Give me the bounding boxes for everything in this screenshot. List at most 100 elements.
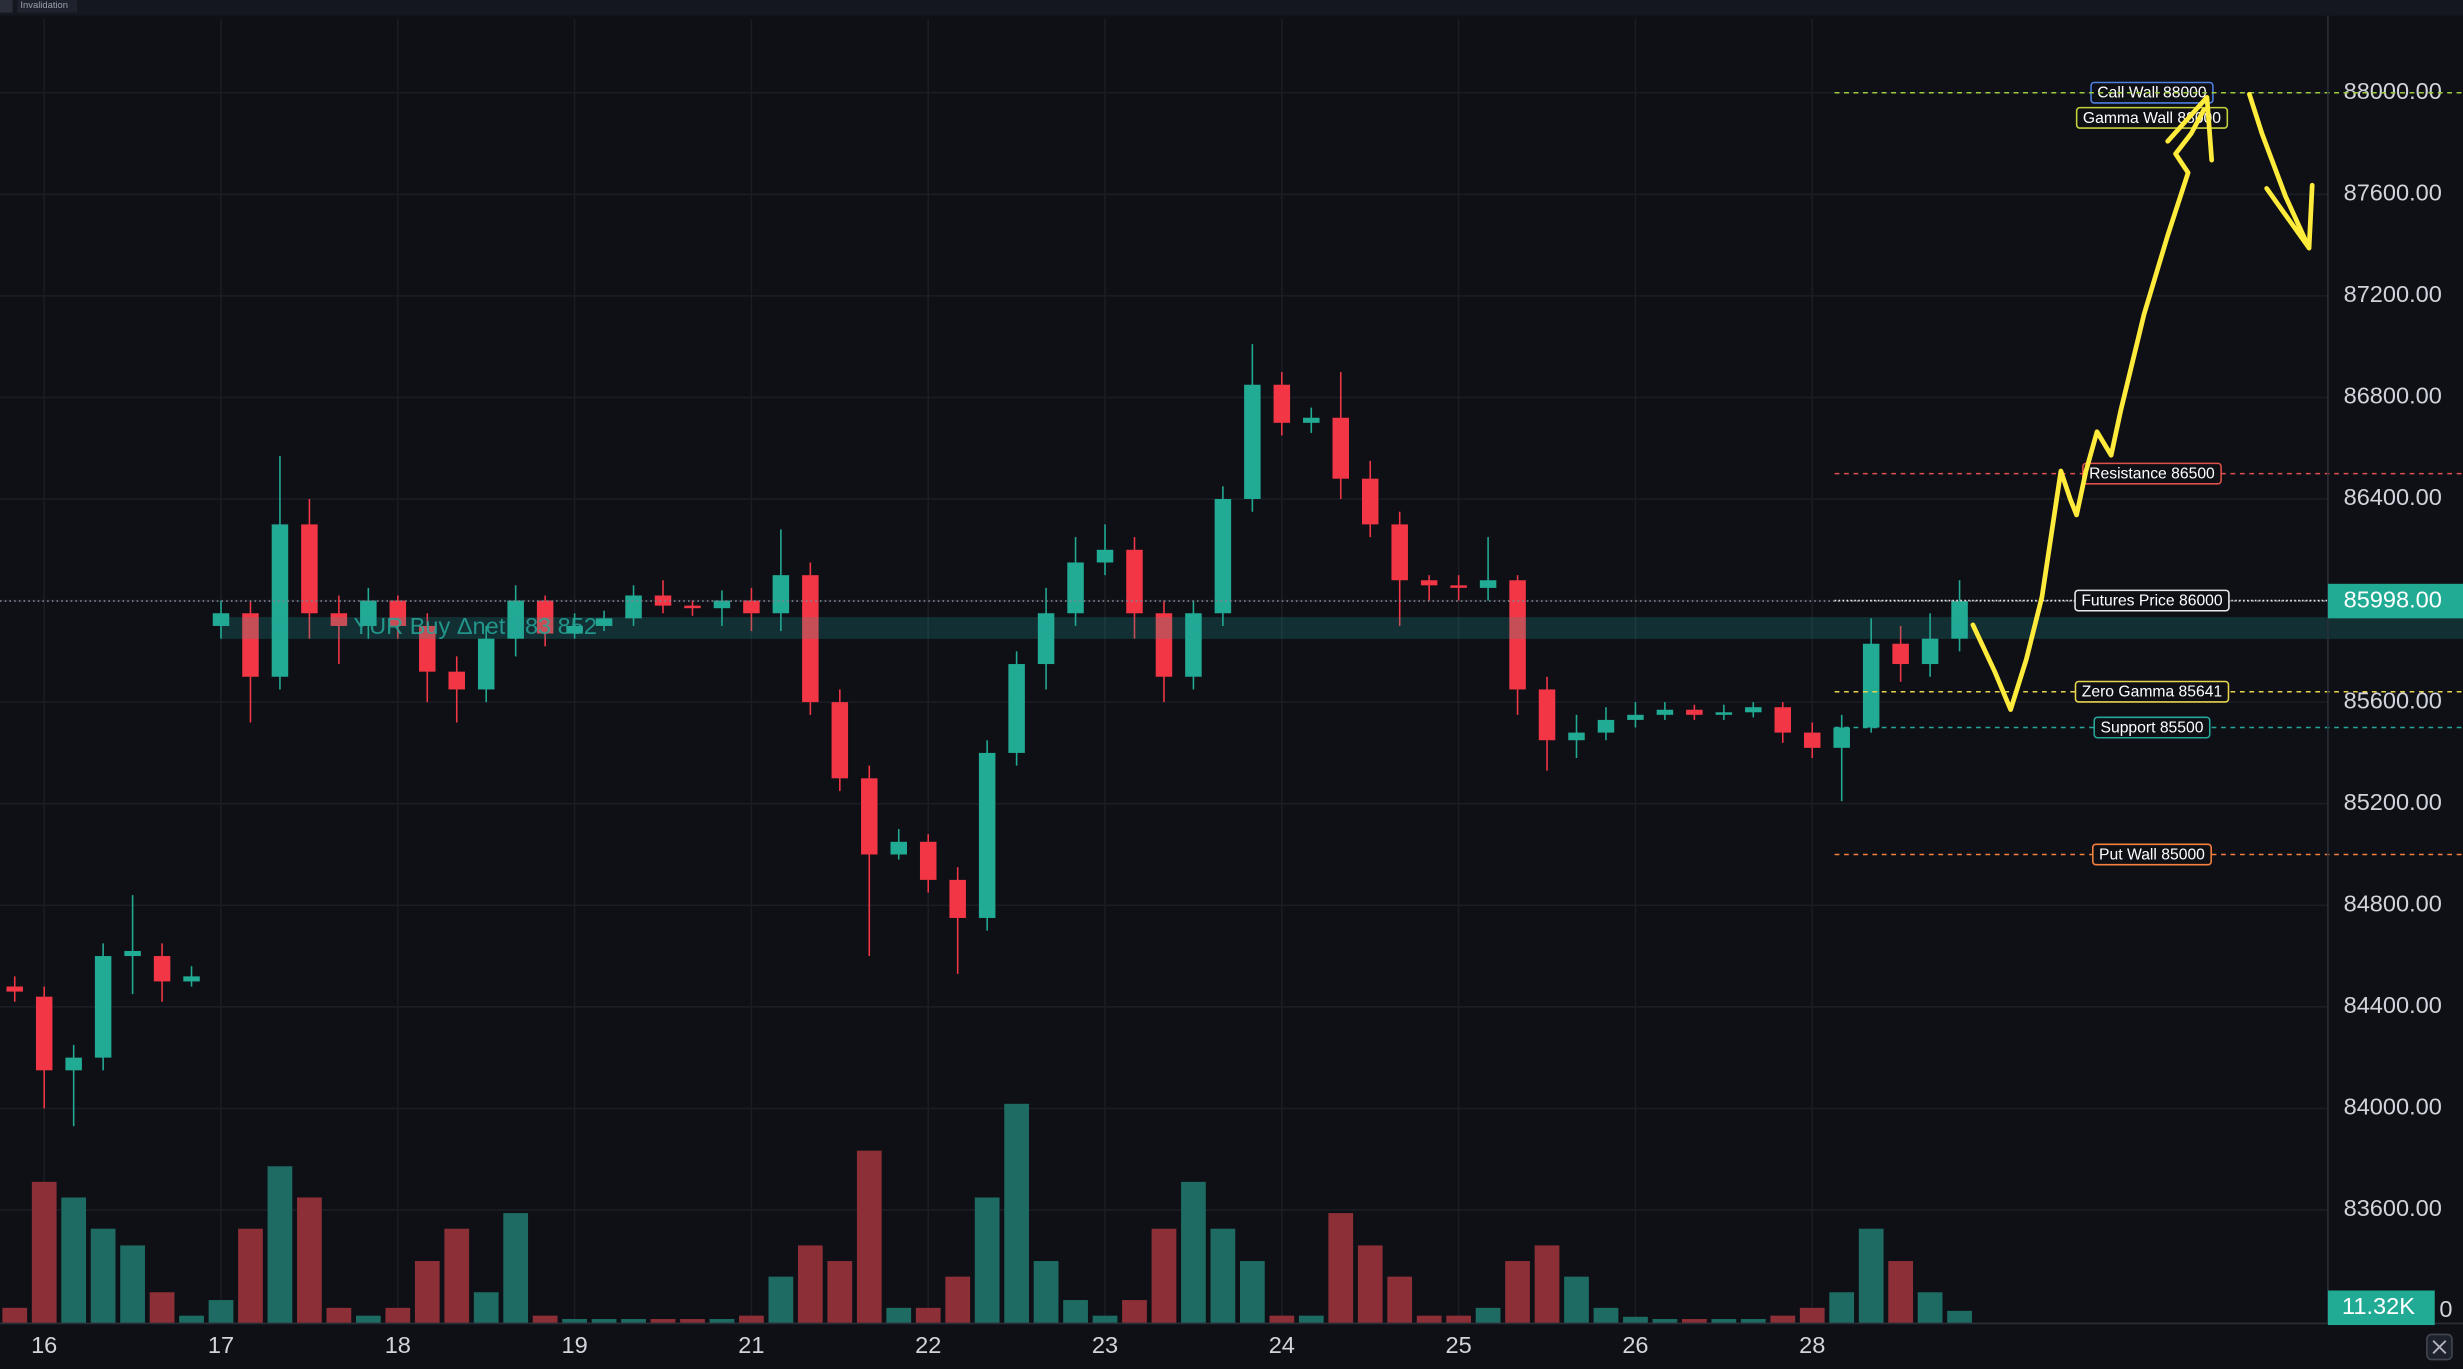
- last-price-label: 85998.00: [2344, 586, 2442, 612]
- y-tick-label: 88000.00: [2344, 78, 2442, 104]
- volume-bar: [1623, 1316, 1648, 1324]
- volume-bar: [1888, 1261, 1914, 1324]
- candle-body: [94, 956, 112, 1058]
- candle-body: [330, 613, 348, 626]
- level-label: Support 85500: [2101, 719, 2204, 736]
- candle-body: [949, 879, 966, 918]
- level-label: Resistance 86500: [2089, 466, 2215, 483]
- volume-bar: [562, 1319, 587, 1324]
- candle-body: [1597, 719, 1615, 733]
- level-label: Zero Gamma 85641: [2082, 684, 2222, 701]
- y2-tick-label: 0: [2439, 1296, 2452, 1322]
- volume-bar: [179, 1315, 204, 1324]
- volume-bar: [503, 1213, 529, 1324]
- candle-body: [1332, 417, 1350, 479]
- candle-body: [1067, 562, 1084, 614]
- candle-body: [1774, 707, 1792, 733]
- volume-bar: [591, 1319, 617, 1324]
- candle-body: [183, 976, 200, 982]
- candle-body: [65, 1057, 82, 1071]
- volume-bar: [2, 1307, 28, 1324]
- arrow-head: [2165, 94, 2215, 163]
- volume-bar: [1151, 1228, 1177, 1324]
- x-tick-label: 16: [31, 1332, 57, 1358]
- candle-body: [124, 950, 141, 957]
- volume-bar: [827, 1261, 853, 1324]
- volume-bar: [1298, 1315, 1324, 1324]
- candle-body: [1656, 709, 1674, 715]
- level-label: Put Wall 85000: [2099, 846, 2205, 863]
- candle-body: [1892, 643, 1909, 665]
- candle-body: [1686, 709, 1703, 715]
- volume-bar: [1092, 1315, 1118, 1324]
- y-tick-label: 87600.00: [2344, 180, 2442, 206]
- volume-bar: [355, 1315, 381, 1324]
- volume-bar: [1681, 1319, 1707, 1324]
- candle-body: [1745, 707, 1762, 713]
- candle-body: [625, 595, 642, 619]
- candle-body: [861, 778, 878, 855]
- volume-bar: [1947, 1310, 1972, 1324]
- volume-bar: [385, 1307, 411, 1324]
- y-tick-label: 84000.00: [2344, 1094, 2442, 1120]
- candle-body: [448, 671, 465, 690]
- candle-body: [654, 595, 672, 606]
- candle-body: [743, 600, 760, 614]
- top-strip: [0, 0, 2463, 16]
- volume-bar: [1534, 1245, 1560, 1324]
- level-label: Futures Price 86000: [2081, 592, 2223, 609]
- volume-bar: [739, 1315, 764, 1324]
- last-price-badge: [2327, 583, 2463, 619]
- volume-bar: [1564, 1276, 1589, 1324]
- y-tick-label: 87200.00: [2344, 281, 2442, 307]
- volume-bar: [149, 1292, 175, 1324]
- zone-label: YUR Buy Δnet 183 852: [353, 613, 597, 639]
- top-tag: Invalidation: [20, 0, 68, 10]
- candle-body: [1862, 643, 1880, 728]
- level-label-box: [2075, 106, 2229, 129]
- candle-body: [1214, 498, 1232, 614]
- volume-bar: [444, 1228, 470, 1324]
- volume-bar: [267, 1166, 293, 1324]
- volume-bar: [1387, 1276, 1413, 1324]
- y-tick-label: 84800.00: [2344, 890, 2442, 916]
- volume-bar: [120, 1245, 145, 1324]
- candle-body: [1951, 601, 1968, 639]
- candle-body: [1803, 732, 1821, 748]
- zone: [219, 617, 2463, 639]
- candle-body: [890, 841, 908, 855]
- volume-bar: [61, 1197, 87, 1324]
- volume-bar: [1799, 1307, 1825, 1324]
- volume-bar: [1004, 1103, 1029, 1324]
- candle-body: [684, 605, 701, 609]
- volume-bar: [709, 1319, 735, 1324]
- drawn-arrows: [1970, 91, 2315, 712]
- candle-body: [1126, 549, 1143, 614]
- candle-body: [477, 638, 495, 690]
- volume-bar: [974, 1197, 1000, 1324]
- volume-bar: [238, 1228, 263, 1324]
- volume-bar: [650, 1319, 676, 1324]
- volume-bar: [1357, 1245, 1383, 1324]
- volume-bar: [414, 1261, 440, 1324]
- volume-bar: [1475, 1307, 1501, 1324]
- candle-body: [507, 600, 524, 639]
- x-tick-label: 21: [738, 1332, 764, 1358]
- plot-layer: 83600.00 84000.00 84400.00 84800.00 85200.00…: [0, 18, 2463, 1358]
- candle-body: [360, 600, 377, 626]
- volume-bar: [886, 1307, 912, 1324]
- y-tick-label: 85200.00: [2344, 789, 2442, 815]
- volume-badge: [2327, 1290, 2435, 1326]
- volume-bar: [768, 1276, 794, 1324]
- volume-bar: [208, 1300, 234, 1324]
- x-tick-label: 28: [1799, 1332, 1825, 1358]
- tag-box: [0, 0, 13, 13]
- arrow-down: [2247, 91, 2312, 251]
- candle-body: [1627, 714, 1644, 720]
- arrow-head: [2264, 182, 2315, 251]
- x-tick-label: 24: [1269, 1332, 1295, 1358]
- y-tick-label: 84400.00: [2344, 992, 2442, 1018]
- volume-bar: [915, 1307, 941, 1324]
- volume-bar: [1033, 1261, 1059, 1324]
